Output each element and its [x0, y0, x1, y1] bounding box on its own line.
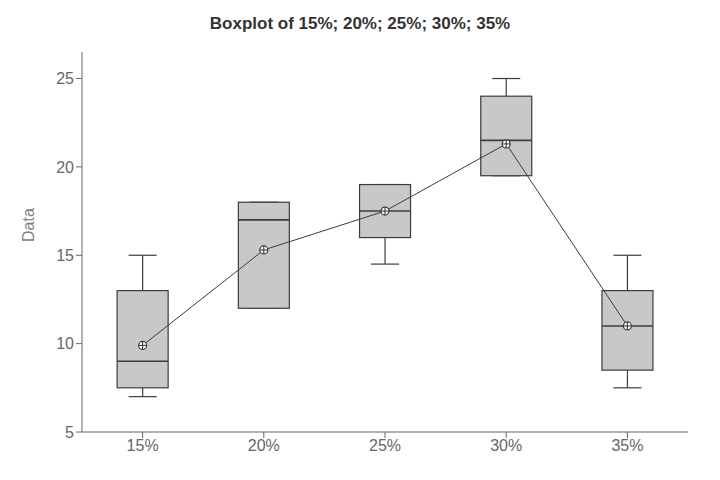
svg-text:25: 25: [56, 70, 74, 87]
svg-text:30%: 30%: [490, 437, 522, 454]
html-text:Boxplot of 15%; 20%; 25%; 30%;: Boxplot of 15%; 20%; 25%; 30%; 35%: [209, 14, 511, 33]
svg-text:20: 20: [56, 159, 74, 176]
svg-text:20%: 20%: [248, 437, 280, 454]
svg-text:15: 15: [56, 247, 74, 264]
svg-text:15%: 15%: [127, 437, 159, 454]
svg-text:25%: 25%: [369, 437, 401, 454]
svg-text:Data: Data: [20, 208, 37, 242]
svg-text:35%: 35%: [611, 437, 643, 454]
svg-text:5: 5: [65, 424, 74, 441]
svg-text:10: 10: [56, 335, 74, 352]
